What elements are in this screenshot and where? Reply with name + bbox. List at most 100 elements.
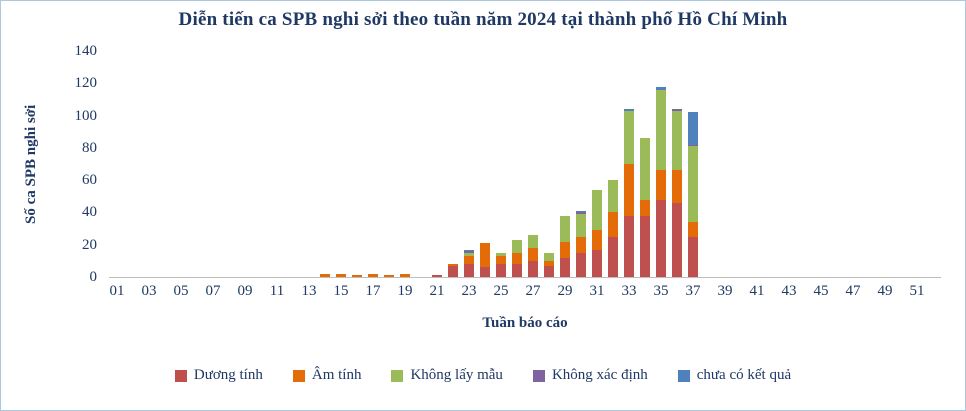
bar-week-17 bbox=[365, 51, 381, 277]
bar-week-36 bbox=[669, 51, 685, 277]
bar-segment bbox=[464, 249, 474, 252]
x-tick-label: 03 bbox=[141, 283, 157, 299]
bar-segment bbox=[560, 241, 570, 258]
bar-segment bbox=[656, 170, 666, 200]
bar-segment bbox=[688, 222, 698, 237]
y-tick-label: 80 bbox=[82, 139, 97, 156]
x-tick-label: 39 bbox=[717, 283, 733, 299]
x-tick-label: 01 bbox=[109, 283, 125, 299]
bar-segment bbox=[528, 235, 538, 248]
bar-week-30 bbox=[573, 51, 589, 277]
x-axis-title: Tuần báo cáo bbox=[482, 315, 568, 331]
x-tick-label: 15 bbox=[333, 283, 349, 299]
plot-area bbox=[109, 51, 941, 278]
x-tick-label: 09 bbox=[237, 283, 253, 299]
bar-segment bbox=[560, 215, 570, 242]
bar-segment bbox=[592, 249, 602, 277]
bar-segment bbox=[656, 89, 666, 171]
bar-segment bbox=[432, 275, 442, 277]
bar-segment bbox=[528, 247, 538, 261]
bar-week-50 bbox=[893, 51, 909, 277]
bar-segment bbox=[640, 199, 650, 216]
y-tick-label: 60 bbox=[82, 172, 97, 189]
bar-week-13 bbox=[301, 51, 317, 277]
bar-week-43 bbox=[781, 51, 797, 277]
bar-segment bbox=[480, 267, 490, 277]
bar-week-11 bbox=[269, 51, 285, 277]
legend-label: Âm tính bbox=[311, 367, 362, 383]
legend-swatch bbox=[174, 369, 187, 382]
bar-segment bbox=[624, 110, 634, 165]
bar-segment bbox=[576, 210, 586, 213]
bar-segment bbox=[464, 256, 474, 265]
legend-item: Âm tính bbox=[292, 367, 362, 384]
y-tick-label: 100 bbox=[74, 107, 98, 124]
bar-segment bbox=[576, 212, 586, 215]
bar-week-39 bbox=[717, 51, 733, 277]
y-tick-label: 20 bbox=[82, 236, 97, 253]
bar-segment bbox=[688, 112, 698, 145]
legend-swatch bbox=[677, 369, 690, 382]
bar-segment bbox=[544, 252, 554, 261]
x-tick-label: 31 bbox=[589, 283, 605, 299]
x-tick-label: 13 bbox=[301, 283, 317, 299]
bar-week-27 bbox=[525, 51, 541, 277]
bar-segment bbox=[672, 109, 682, 111]
bar-week-51 bbox=[909, 51, 925, 277]
legend-swatch bbox=[532, 369, 545, 382]
x-tick-label: 51 bbox=[909, 283, 925, 299]
bar-week-37 bbox=[685, 51, 701, 277]
bar-segment bbox=[512, 264, 522, 277]
bar-week-09 bbox=[237, 51, 253, 277]
bar-segment bbox=[368, 273, 378, 277]
bar-week-03 bbox=[141, 51, 157, 277]
bar-week-14 bbox=[317, 51, 333, 277]
bar-segment bbox=[464, 252, 474, 257]
bar-segment bbox=[448, 265, 458, 277]
bar-segment bbox=[576, 236, 586, 253]
x-tick-label: 35 bbox=[653, 283, 669, 299]
x-tick-label: 29 bbox=[557, 283, 573, 299]
bar-segment bbox=[336, 273, 346, 277]
bar-week-04 bbox=[157, 51, 173, 277]
bar-segment bbox=[496, 264, 506, 277]
x-tick-label: 25 bbox=[493, 283, 509, 299]
bar-week-01 bbox=[109, 51, 125, 277]
bar-segment bbox=[400, 273, 410, 277]
x-tick-label: 21 bbox=[429, 283, 445, 299]
bar-segment bbox=[576, 214, 586, 237]
bar-week-40 bbox=[733, 51, 749, 277]
x-tick-label: 07 bbox=[205, 283, 221, 299]
bar-week-29 bbox=[557, 51, 573, 277]
legend-label: Không lấy mẫu bbox=[410, 367, 503, 383]
chart-title: Diễn tiến ca SPB nghi sởi theo tuần năm … bbox=[178, 9, 788, 30]
legend-item: Không xác định bbox=[532, 367, 648, 384]
x-tick-label: 23 bbox=[461, 283, 477, 299]
bar-segment bbox=[688, 146, 698, 223]
bar-segment bbox=[624, 109, 634, 111]
bar-segment bbox=[672, 202, 682, 277]
bar-week-31 bbox=[589, 51, 605, 277]
legend-label: Không xác định bbox=[551, 367, 648, 383]
x-tick-label: 27 bbox=[525, 283, 541, 299]
bar-segment bbox=[496, 256, 506, 265]
bar-segment bbox=[640, 138, 650, 200]
bar-week-21 bbox=[429, 51, 445, 277]
bar-week-38 bbox=[701, 51, 717, 277]
bar-week-42 bbox=[765, 51, 781, 277]
bar-week-06 bbox=[189, 51, 205, 277]
bar-segment bbox=[544, 260, 554, 266]
bar-week-07 bbox=[205, 51, 221, 277]
legend-item: Dương tính bbox=[174, 367, 263, 384]
bar-segment bbox=[672, 170, 682, 203]
bar-week-23 bbox=[461, 51, 477, 277]
bar-week-24 bbox=[477, 51, 493, 277]
x-tick-label: 17 bbox=[365, 283, 381, 299]
bar-week-28 bbox=[541, 51, 557, 277]
bar-segment bbox=[576, 252, 586, 277]
bar-segment bbox=[528, 260, 538, 277]
bar-week-22 bbox=[445, 51, 461, 277]
bar-segment bbox=[640, 215, 650, 277]
bar-week-15 bbox=[333, 51, 349, 277]
